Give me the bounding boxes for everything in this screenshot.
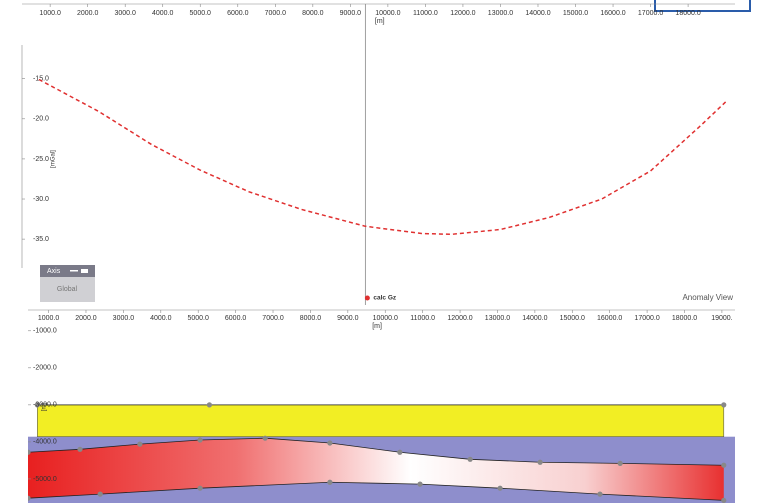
boundary-vertex [98,492,103,497]
x-tick-label: 9000.0 [340,10,362,17]
x-tick-label: 4000.0 [152,10,174,17]
x-tick-label: 1000.0 [38,315,60,322]
boundary-vertex [77,447,82,452]
y-tick-label: -25.0 [33,156,49,163]
x-tick-label: 16000.0 [600,10,625,17]
x-tick-label: 14000.0 [525,10,550,17]
y-tick-label: -30.0 [33,196,49,203]
x-tick-label: 18000.0 [672,315,697,322]
x-tick-label: 8000.0 [302,10,324,17]
x-tick-label: 8000.0 [300,315,322,322]
y-axis-label: [m] [42,403,48,412]
axis-label: Axis [47,268,61,275]
x-tick-label: 17000.0 [634,315,659,322]
boundary-vertex [497,486,502,491]
icon [70,270,78,272]
legend-label: calc Gz [373,295,397,302]
boundary-vertex [397,450,402,455]
legend-marker [365,296,370,301]
anomaly-curve [39,79,726,234]
y-tick-label: -5000.0 [33,476,57,483]
x-tick-label: 12000.0 [450,10,475,17]
axis-control[interactable]: Axis Global [40,265,95,302]
x-tick-label: 18000.0 [675,10,700,17]
x-tick-label: 5000.0 [190,10,212,17]
global-label: Global [57,286,78,293]
x-tick-label: 7000.0 [262,315,284,322]
x-tick-label: 17000.0 [638,10,663,17]
boundary-vertex [263,436,268,441]
x-tick-label: 3000.0 [113,315,135,322]
x-axis-label: [m] [375,18,385,25]
x-tick-label: 12000.0 [447,315,472,322]
x-tick-label: 13000.0 [488,10,513,17]
boundary-vertex [721,402,726,407]
view-title: Anomaly View [682,293,733,302]
x-tick-label: 6000.0 [227,10,249,17]
boundary-vertex [538,460,543,465]
boundary-vertex [468,457,473,462]
boundary-vertex [25,496,30,501]
sediment-layer [37,405,723,437]
x-tick-label: 6000.0 [225,315,247,322]
y-axis-label: [mGal] [51,150,57,168]
x-tick-label: 11000.0 [410,315,435,322]
x-tick-label: 3000.0 [114,10,136,17]
x-tick-label: 16000.0 [597,315,622,322]
y-tick-label: -2000.0 [33,365,57,372]
y-tick-label: -20.0 [33,116,49,123]
x-tick-label: 1000.0 [39,10,61,17]
boundary-vertex [417,482,422,487]
boundary-vertex [721,498,726,503]
x-tick-label: 19000. [711,315,732,322]
x-tick-label: 15000.0 [563,10,588,17]
x-axis-label: [m] [372,323,382,330]
boundary-vertex [597,492,602,497]
x-tick-label: 10000.0 [373,315,398,322]
boundary-vertex [25,450,30,455]
boundary-vertex [137,442,142,447]
x-tick-label: 13000.0 [485,315,510,322]
boundary-vertex [197,486,202,491]
y-tick-label: -1000.0 [33,328,57,335]
app-window: 1000.0 2000.0 3000.0 4000.0 5000.0 6000.0 7000… [0,0,757,503]
y-tick-label: -4000.0 [33,439,57,446]
y-tick-label: -35.0 [33,236,49,243]
section-area [25,402,735,503]
x-tick-label: 4000.0 [150,315,172,322]
selection-frame [655,0,750,11]
x-tick-label: 2000.0 [75,315,97,322]
x-tick-label: 14000.0 [522,315,547,322]
x-tick-label: 9000.0 [337,315,359,322]
x-tick-label: 10000.0 [375,10,400,17]
boundary-vertex [327,440,332,445]
boundary-vertex [197,437,202,442]
x-tick-label: 5000.0 [187,315,209,322]
icon [81,269,88,273]
boundary-vertex [207,402,212,407]
x-tick-label: 7000.0 [265,10,287,17]
boundary-vertex [618,461,623,466]
x-tick-label: 11000.0 [413,10,438,17]
boundary-vertex [721,463,726,468]
x-tick-label: 15000.0 [560,315,585,322]
x-tick-label: 2000.0 [77,10,99,17]
boundary-vertex [327,480,332,485]
